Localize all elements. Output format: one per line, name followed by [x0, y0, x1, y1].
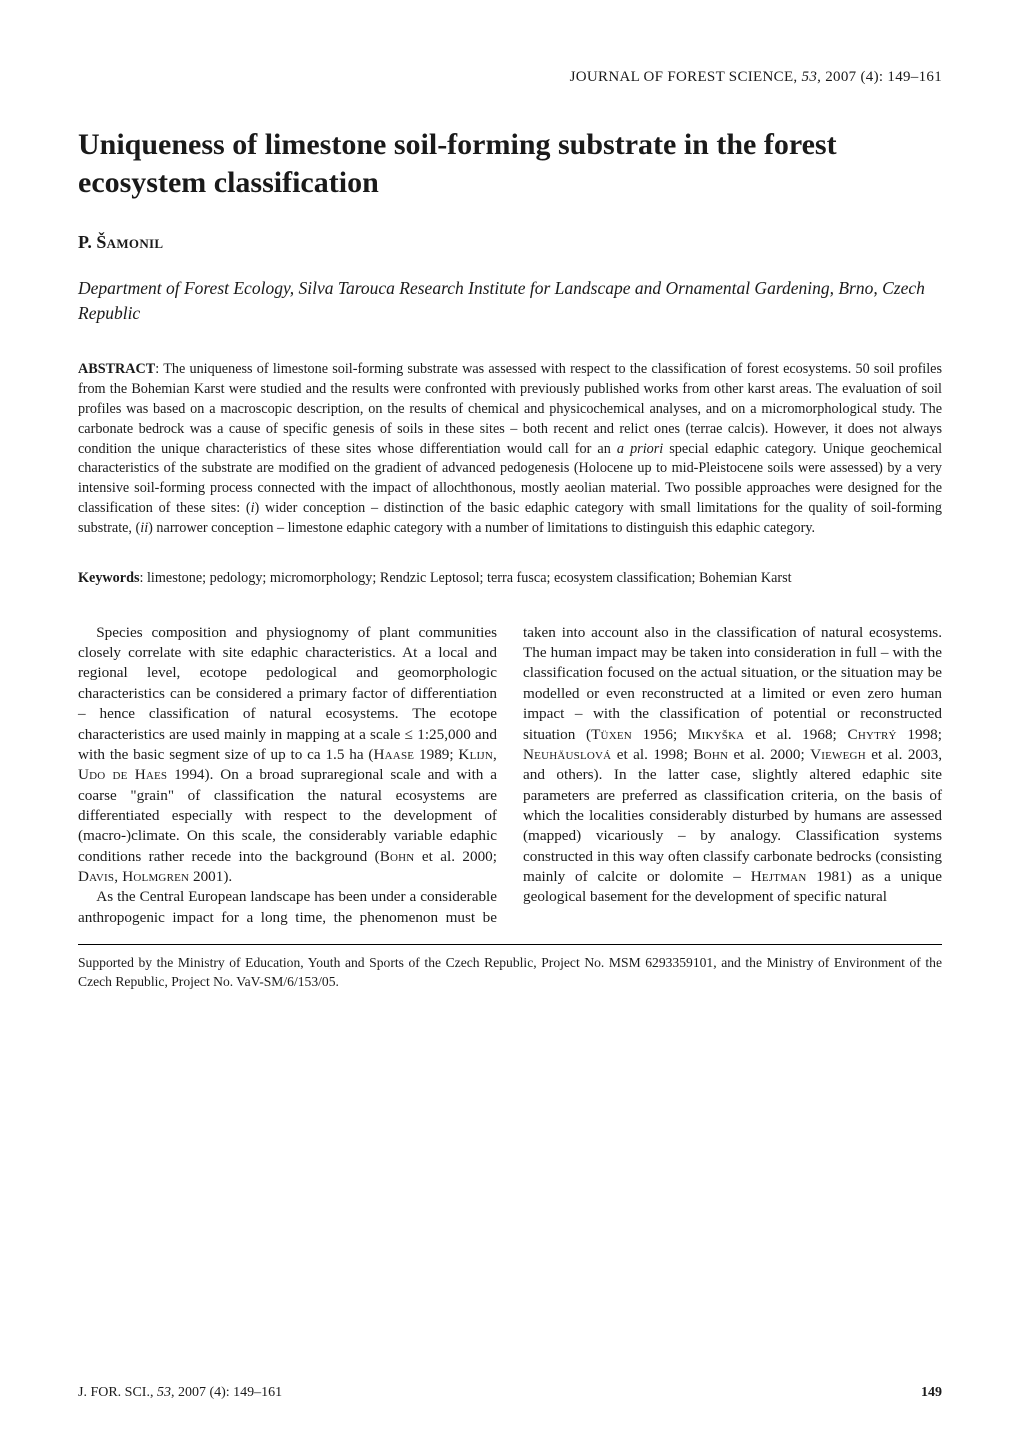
body-text: et al. 2003, and others). In the latter … — [523, 746, 942, 885]
body-text: et al. 2000; — [728, 746, 810, 763]
keywords-label: Keywords — [78, 570, 139, 586]
journal-issue: , 2007 (4): 149–161 — [817, 69, 942, 85]
cite-bohn-2: Bohn — [693, 746, 728, 763]
journal-name: JOURNAL OF FOREST SCIENCE — [570, 69, 794, 85]
keywords-body: : limestone; pedology; micromorphology; … — [139, 570, 791, 586]
body-text: 2001). — [189, 868, 232, 885]
footnote-block: Supported by the Ministry of Education, … — [78, 944, 942, 991]
footer-text: , 2007 (4): 149–161 — [171, 1385, 282, 1400]
article-title: Uniqueness of limestone soil-forming sub… — [78, 126, 942, 203]
page-footer: J. FOR. SCI., 53, 2007 (4): 149–161 149 — [78, 1384, 942, 1402]
page-number: 149 — [921, 1384, 942, 1402]
journal-volume: 53 — [802, 69, 818, 85]
body-columns: Species composition and physiognomy of p… — [78, 623, 942, 928]
abstract-ii: ii — [140, 520, 148, 536]
author-surname: Šamonil — [96, 232, 163, 252]
cite-tuxen: Tüxen — [591, 726, 632, 743]
abstract-text-4: ) narrower conception – limestone edaphi… — [148, 520, 815, 536]
keywords: Keywords: limestone; pedology; micromorp… — [78, 569, 942, 589]
abstract: ABSTRACT: The uniqueness of limestone so… — [78, 360, 942, 539]
abstract-label: ABSTRACT — [78, 361, 155, 377]
body-text: Species composition and physiognomy of p… — [78, 624, 497, 763]
cite-bohn: Bohn — [380, 848, 415, 865]
body-text: et al. 2000; — [414, 848, 497, 865]
body-paragraph-1: Species composition and physiognomy of p… — [78, 623, 497, 888]
cite-neuhauslova: Neuhäuslová — [523, 746, 611, 763]
cite-davis: Davis, Holmgren — [78, 868, 189, 885]
author-prefix: P. — [78, 232, 96, 252]
cite-haase: Haase — [373, 746, 414, 763]
footer-text: J. FOR. SCI., — [78, 1385, 157, 1400]
footnote-rule — [78, 944, 942, 945]
body-text: 1989; — [414, 746, 458, 763]
journal-header: JOURNAL OF FOREST SCIENCE, 53, 2007 (4):… — [78, 68, 942, 88]
body-text: 1998; — [897, 726, 942, 743]
affiliation: Department of Forest Ecology, Silva Taro… — [78, 276, 942, 326]
footer-volume: 53 — [157, 1385, 171, 1400]
body-text: et al. 1998; — [611, 746, 693, 763]
cite-viewegh: Viewegh — [810, 746, 866, 763]
cite-hejtman: Hejtman — [751, 868, 807, 885]
footer-citation: J. FOR. SCI., 53, 2007 (4): 149–161 — [78, 1384, 282, 1402]
cite-mikyska: Mikyška — [688, 726, 744, 743]
author-line: P. Šamonil — [78, 231, 942, 255]
body-text: et al. 1968; — [744, 726, 847, 743]
abstract-a-priori: a priori — [617, 441, 663, 457]
body-text: 1956; — [632, 726, 688, 743]
funding-footnote: Supported by the Ministry of Education, … — [78, 953, 942, 991]
cite-chytry: Chytrý — [847, 726, 896, 743]
